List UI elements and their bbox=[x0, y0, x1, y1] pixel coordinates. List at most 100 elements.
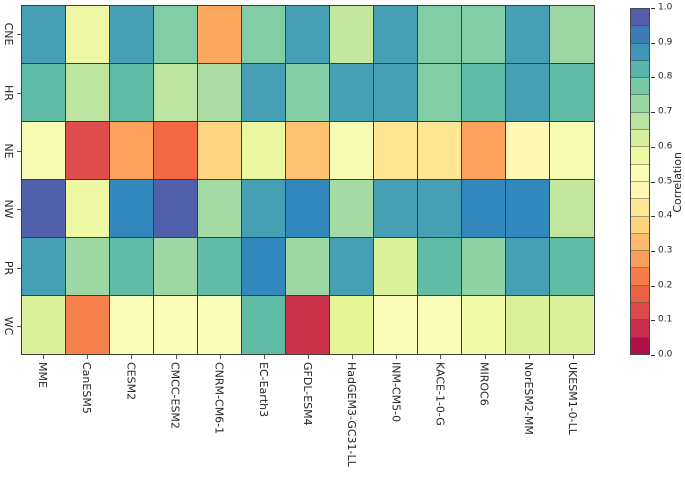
row-label-CNE: CNE bbox=[2, 22, 15, 46]
heatmap-cell-HR-CESM2 bbox=[110, 64, 154, 122]
heatmap-cell-NE-EC-Earth3 bbox=[242, 122, 286, 180]
heatmap-cell-CNE-GFDL-ESM4 bbox=[286, 6, 330, 64]
heatmap-cell-NW-NorESM2-MM bbox=[506, 180, 550, 238]
heatmap-cell-NW-CMCC-ESM2 bbox=[154, 180, 198, 238]
col-label-NorESM2-MM: NorESM2-MM bbox=[521, 362, 535, 435]
heatmap-cell-PR-NorESM2-MM bbox=[506, 238, 550, 296]
x-tick bbox=[263, 355, 265, 359]
colorbar-segment bbox=[631, 26, 649, 44]
heatmap-cell-NW-GFDL-ESM4 bbox=[286, 180, 330, 238]
y-tick bbox=[17, 150, 21, 152]
heatmap-cell-NW-HadGEM3-GC31-LL bbox=[330, 180, 374, 238]
heatmap-cell-CNE-MME bbox=[22, 6, 66, 64]
heatmap-cell-CNE-CMCC-ESM2 bbox=[154, 6, 198, 64]
y-tick bbox=[17, 34, 21, 36]
colorbar-segment bbox=[631, 199, 649, 217]
colorbar-segment bbox=[631, 78, 649, 96]
heatmap-cell-CNE-CanESM5 bbox=[66, 6, 110, 64]
heatmap-cell-NE-CNRM-CM6-1 bbox=[198, 122, 242, 180]
row-label-NE: NE bbox=[2, 143, 15, 159]
colorbar-segment bbox=[631, 164, 649, 182]
y-tick bbox=[17, 92, 21, 94]
col-label-KACE-1-0-G: KACE-1-0-G bbox=[433, 362, 447, 426]
heatmap-cell-CNE-CNRM-CM6-1 bbox=[198, 6, 242, 64]
heatmap-cell-PR-UKESM1-0-LL bbox=[550, 238, 594, 296]
x-tick bbox=[396, 355, 398, 359]
colorbar-segment bbox=[631, 130, 649, 148]
col-label-CMCC-ESM2: CMCC-ESM2 bbox=[168, 362, 182, 429]
colorbar-segment bbox=[631, 147, 649, 165]
heatmap-cell-HR-MME bbox=[22, 64, 66, 122]
colorbar-tick bbox=[651, 355, 655, 356]
colorbar-tick-label-0.0: 0.0 bbox=[658, 349, 673, 360]
colorbar-tick-label-1.0: 1.0 bbox=[658, 2, 673, 13]
heatmap-cell-CNE-NorESM2-MM bbox=[506, 6, 550, 64]
heatmap-cell-NE-CESM2 bbox=[110, 122, 154, 180]
colorbar-tick-label-0.3: 0.3 bbox=[658, 245, 673, 256]
heatmap-cell-HR-HadGEM3-GC31-LL bbox=[330, 64, 374, 122]
heatmap-cell-NE-KACE-1-0-G bbox=[418, 122, 462, 180]
heatmap-cell-PR-CanESM5 bbox=[66, 238, 110, 296]
heatmap-cell-HR-CNRM-CM6-1 bbox=[198, 64, 242, 122]
colorbar-tick bbox=[651, 250, 655, 252]
heatmap-cell-NE-MIROC6 bbox=[462, 122, 506, 180]
heatmap-cell-WC-EC-Earth3 bbox=[242, 296, 286, 354]
col-label-INM-CM5-0: INM-CM5-0 bbox=[389, 362, 403, 423]
heatmap-cell-NW-CanESM5 bbox=[66, 180, 110, 238]
colorbar-tick bbox=[651, 112, 655, 114]
colorbar-segment bbox=[631, 216, 649, 234]
x-tick bbox=[308, 355, 309, 359]
x-tick bbox=[528, 355, 530, 359]
heatmap-cell-PR-KACE-1-0-G bbox=[418, 238, 462, 296]
heatmap-cell-NW-MME bbox=[22, 180, 66, 238]
heatmap-cell-HR-GFDL-ESM4 bbox=[286, 64, 330, 122]
col-label-UKESM1-0-LL: UKESM1-0-LL bbox=[565, 362, 579, 435]
colorbar-tick-label-0.7: 0.7 bbox=[658, 106, 673, 117]
heatmap-cell-HR-UKESM1-0-LL bbox=[550, 64, 594, 122]
col-label-CNRM-CM6-1: CNRM-CM6-1 bbox=[212, 362, 226, 435]
colorbar-segment bbox=[631, 181, 649, 200]
heatmap-cell-PR-CMCC-ESM2 bbox=[154, 238, 198, 296]
colorbar-tick bbox=[651, 42, 655, 44]
heatmap-cell-CNE-INM-CM5-0 bbox=[374, 6, 418, 64]
y-tick bbox=[17, 267, 21, 269]
colorbar-segment bbox=[631, 337, 649, 354]
heatmap-cell-NW-INM-CM5-0 bbox=[374, 180, 418, 238]
heatmap-cell-NW-CESM2 bbox=[110, 180, 154, 238]
colorbar-segment bbox=[631, 9, 649, 27]
heatmap-cell-PR-HadGEM3-GC31-LL bbox=[330, 238, 374, 296]
heatmap-cell-WC-CESM2 bbox=[110, 296, 154, 354]
colorbar-tick bbox=[651, 285, 655, 287]
heatmap-cell-HR-EC-Earth3 bbox=[242, 64, 286, 122]
heatmap-cell-PR-CNRM-CM6-1 bbox=[198, 238, 242, 296]
heatmap-cell-NE-CanESM5 bbox=[66, 122, 110, 180]
col-label-EC-Earth3: EC-Earth3 bbox=[256, 362, 270, 418]
colorbar-segment bbox=[631, 303, 649, 321]
heatmap-cell-WC-UKESM1-0-LL bbox=[550, 296, 594, 354]
colorbar-tick bbox=[651, 8, 655, 9]
colorbar-label: Correlation bbox=[669, 0, 685, 365]
heatmap-cell-WC-MME bbox=[22, 296, 66, 354]
colorbar-segment bbox=[631, 60, 649, 79]
heatmap-cell-WC-MIROC6 bbox=[462, 296, 506, 354]
row-label-NW: NW bbox=[2, 199, 15, 219]
heatmap-cell-CNE-HadGEM3-GC31-LL bbox=[330, 6, 374, 64]
colorbar-tick bbox=[651, 77, 655, 79]
x-tick bbox=[440, 355, 442, 359]
heatmap-cell-WC-CNRM-CM6-1 bbox=[198, 296, 242, 354]
colorbar-label-text: Correlation bbox=[670, 152, 684, 213]
heatmap-cell-HR-CanESM5 bbox=[66, 64, 110, 122]
heatmap-cell-WC-INM-CM5-0 bbox=[374, 296, 418, 354]
heatmap-cell-NE-UKESM1-0-LL bbox=[550, 122, 594, 180]
col-label-CanESM5: CanESM5 bbox=[80, 362, 94, 414]
col-label-CESM2: CESM2 bbox=[124, 362, 138, 401]
x-tick bbox=[219, 355, 221, 359]
x-tick bbox=[43, 355, 45, 359]
x-tick bbox=[352, 355, 354, 359]
col-label-MME: MME bbox=[36, 362, 50, 388]
heatmap-cell-NW-EC-Earth3 bbox=[242, 180, 286, 238]
y-tick bbox=[17, 209, 21, 211]
heatmap-cell-PR-CESM2 bbox=[110, 238, 154, 296]
heatmap-cell-PR-MME bbox=[22, 238, 66, 296]
